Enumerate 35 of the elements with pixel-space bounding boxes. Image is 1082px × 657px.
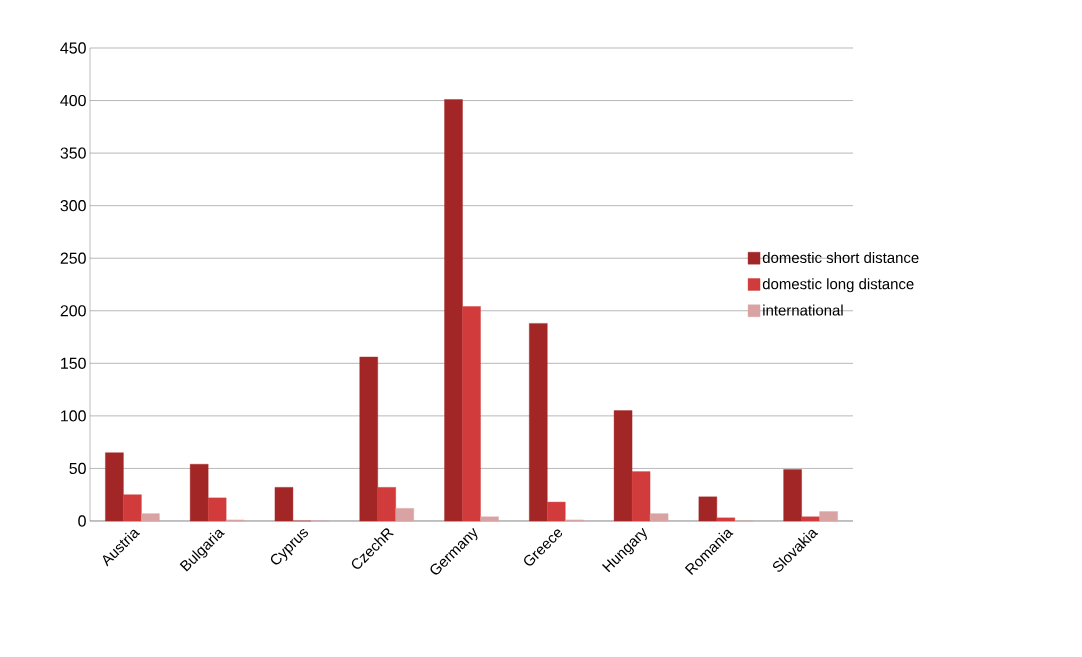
- y-tick-label: 0: [78, 515, 86, 527]
- y-tick-label: 450: [60, 42, 86, 54]
- bar: [444, 99, 463, 522]
- legend-label: international: [763, 304, 843, 316]
- bar: [274, 487, 294, 522]
- bar: [649, 513, 669, 522]
- y-tick-label: 400: [60, 94, 86, 107]
- y-tick-label: 250: [60, 252, 86, 264]
- bar: [141, 513, 160, 522]
- bar: [189, 464, 209, 522]
- bar: [698, 496, 718, 522]
- legend-label: domestic short distance: [762, 252, 919, 264]
- bar: [631, 471, 651, 522]
- bar: [547, 501, 566, 522]
- bar: [377, 487, 396, 522]
- y-tick-label: 200: [60, 305, 86, 317]
- bar: [480, 516, 499, 522]
- bar: [395, 508, 414, 522]
- y-tick-label: 300: [60, 200, 86, 212]
- bar: [123, 494, 142, 522]
- bar: [716, 517, 736, 522]
- bar: [613, 410, 633, 522]
- bar: [462, 306, 481, 522]
- bar: [783, 469, 802, 522]
- y-tick-label: 150: [61, 357, 86, 369]
- bar: [207, 497, 227, 522]
- y-tick-label: 350: [60, 147, 86, 159]
- y-tick-label: 100: [61, 410, 86, 422]
- legend-label: domestic long distance: [762, 278, 914, 293]
- bar: [819, 511, 838, 522]
- bar: [359, 356, 378, 522]
- bar: [801, 516, 820, 522]
- y-tick-label: 50: [69, 462, 86, 475]
- bar: [105, 452, 124, 522]
- bar: [529, 323, 548, 522]
